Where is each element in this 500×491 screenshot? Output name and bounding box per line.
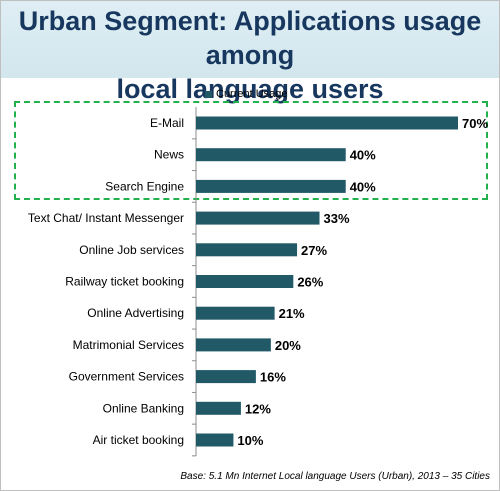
category-label-railway-ticket-booking: Railway ticket booking — [65, 275, 184, 289]
data-label-government-services: 16% — [260, 370, 286, 385]
bar-text-chat-instant-messenger — [196, 212, 320, 225]
data-label-news: 40% — [350, 148, 376, 163]
bar-e-mail — [196, 117, 458, 130]
category-label-text-chat-instant-messenger: Text Chat/ Instant Messenger — [28, 211, 184, 225]
data-label-railway-ticket-booking: 26% — [297, 275, 323, 290]
bar-online-banking — [196, 402, 241, 415]
bar-online-advertising — [196, 307, 275, 320]
category-label-search-engine: Search Engine — [105, 179, 184, 193]
category-label-government-services: Government Services — [69, 370, 184, 384]
category-label-online-advertising: Online Advertising — [87, 306, 184, 320]
bar-online-job-services — [196, 243, 297, 256]
category-label-e-mail: E-Mail — [150, 116, 184, 130]
bar-railway-ticket-booking — [196, 275, 293, 288]
bar-matrimonial-services — [196, 338, 271, 351]
data-label-e-mail: 70% — [462, 116, 488, 131]
data-label-online-banking: 12% — [245, 401, 271, 416]
bar-search-engine — [196, 180, 346, 193]
category-label-news: News — [154, 148, 184, 162]
category-label-online-banking: Online Banking — [103, 401, 184, 415]
category-label-matrimonial-services: Matrimonial Services — [73, 338, 184, 352]
data-label-text-chat-instant-messenger: 33% — [324, 211, 350, 226]
category-label-online-job-services: Online Job services — [79, 243, 184, 257]
bar-government-services — [196, 370, 256, 383]
data-label-air-ticket-booking: 10% — [237, 433, 263, 448]
data-label-online-advertising: 21% — [279, 306, 305, 321]
data-label-search-engine: 40% — [350, 179, 376, 194]
footnote: Base: 5.1 Mn Internet Local language Use… — [180, 471, 490, 482]
bar-news — [196, 148, 346, 161]
data-label-online-job-services: 27% — [301, 243, 327, 258]
category-label-air-ticket-booking: Air ticket booking — [93, 433, 184, 447]
bar-air-ticket-booking — [196, 434, 233, 447]
data-label-matrimonial-services: 20% — [275, 338, 301, 353]
